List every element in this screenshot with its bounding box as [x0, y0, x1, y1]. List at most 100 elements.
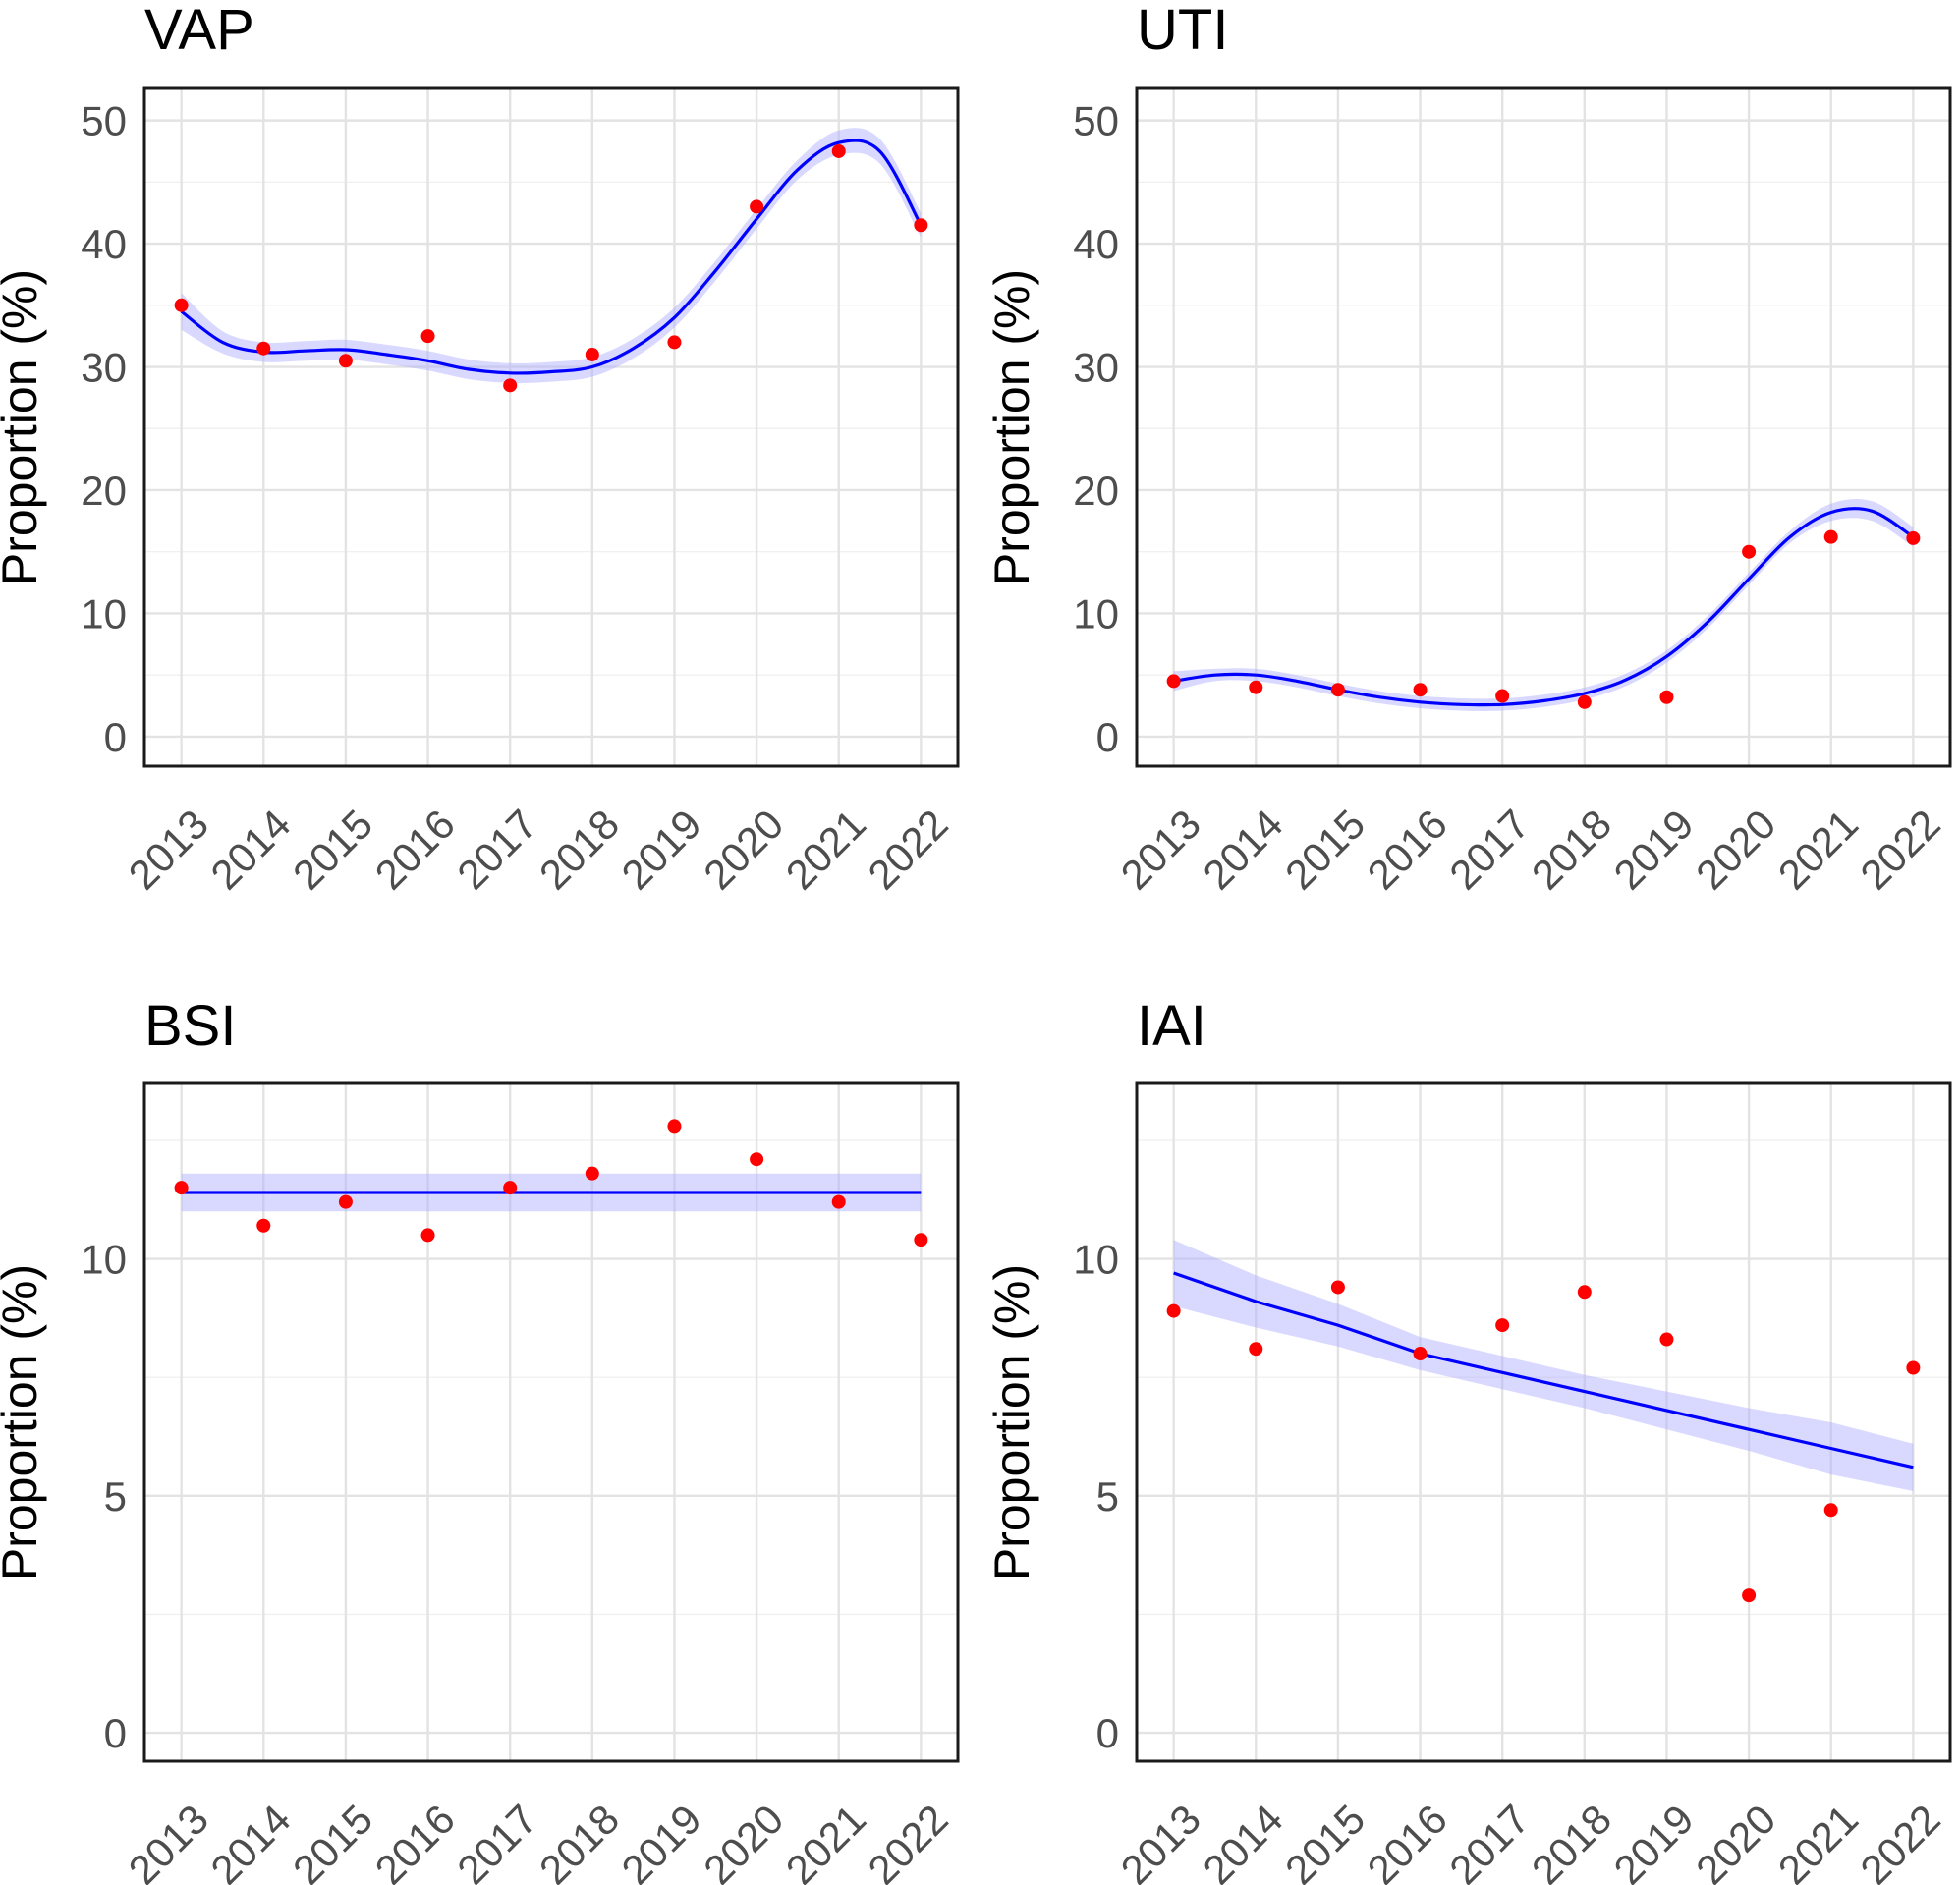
panel-title: IAI	[1137, 994, 1206, 1058]
panel-title: BSI	[144, 994, 237, 1058]
fit-line	[1173, 507, 1915, 707]
x-tick-label: 2018	[531, 801, 628, 898]
x-tick-label: 2013	[1112, 1796, 1209, 1885]
y-tick-label: 20	[1073, 468, 1119, 514]
panel-title: VAP	[144, 0, 254, 62]
x-tick-label: 2019	[1605, 801, 1703, 898]
x-tick-label: 2022	[1851, 1796, 1948, 1885]
data-point	[914, 218, 928, 233]
y-tick-label: 30	[1073, 345, 1119, 391]
data-point	[338, 354, 353, 368]
y-axis-title: Proportion (%)	[984, 269, 1039, 585]
fit-line	[1173, 1271, 1914, 1469]
data-point	[750, 1152, 764, 1167]
data-point	[256, 1218, 271, 1233]
x-tick-label: 2016	[1359, 1796, 1456, 1885]
plot-frame	[1135, 1081, 1952, 1763]
y-tick-label: 5	[1096, 1473, 1119, 1520]
data-point	[1577, 1285, 1592, 1300]
x-tick-label: 2019	[613, 1796, 710, 1885]
data-point	[1330, 683, 1345, 697]
data-point	[667, 1119, 682, 1134]
data-point	[1823, 529, 1838, 544]
data-point	[1823, 1503, 1838, 1518]
x-tick-label: 2013	[1112, 801, 1209, 898]
y-tick-label: 30	[81, 345, 127, 391]
y-axis-title: Proportion (%)	[0, 1264, 47, 1580]
y-tick-label: 0	[104, 714, 127, 760]
x-tick-label: 2014	[201, 801, 299, 898]
x-tick-label: 2020	[1687, 801, 1784, 898]
x-tick-label: 2014	[1194, 801, 1291, 898]
x-tick-label: 2014	[1194, 1796, 1291, 1885]
data-point	[1495, 1318, 1510, 1333]
plot-frame	[142, 1081, 960, 1763]
data-point	[667, 335, 682, 350]
data-point	[1166, 674, 1181, 689]
y-tick-label: 0	[1096, 1710, 1119, 1756]
x-tick-label: 2017	[448, 801, 545, 898]
y-axis-title: Proportion (%)	[0, 269, 47, 585]
x-tick-label: 2016	[1359, 801, 1456, 898]
data-point	[1742, 1588, 1757, 1603]
vap-panel: VAP Proportion (%) 0 10 20 30 40 50 201320142015…	[0, 0, 960, 898]
x-tick-label: 2021	[777, 801, 874, 898]
y-tick-label: 10	[81, 590, 127, 637]
y-tick-label: 5	[104, 1473, 127, 1520]
x-tick-label: 2020	[695, 1796, 792, 1885]
data-point	[831, 1194, 846, 1209]
x-tick-label: 2021	[1769, 1796, 1867, 1885]
x-tick-label: 2015	[284, 801, 381, 898]
x-tick-label: 2021	[1769, 801, 1867, 898]
x-tick-label: 2020	[695, 801, 792, 898]
x-tick-label: 2022	[859, 1796, 956, 1885]
confidence-band	[181, 128, 922, 383]
x-tick-label: 2017	[448, 1796, 545, 1885]
uti-panel: UTI Proportion (%) 0 10 20 30 40 50 201320142015…	[984, 0, 1952, 898]
data-point	[1659, 690, 1674, 704]
x-tick-label: 2019	[613, 801, 710, 898]
data-point	[1742, 544, 1757, 559]
data-point	[831, 143, 846, 158]
data-point	[1906, 1360, 1921, 1375]
x-tick-label: 2019	[1605, 1796, 1703, 1885]
data-point	[174, 1181, 189, 1195]
data-point	[1906, 530, 1921, 545]
data-point	[914, 1233, 928, 1247]
data-point	[1413, 1347, 1428, 1361]
y-tick-label: 50	[81, 98, 127, 144]
data-point	[1330, 1280, 1345, 1295]
x-tick-label: 2017	[1440, 801, 1538, 898]
x-tick-label: 2021	[777, 1796, 874, 1885]
x-tick-label: 2015	[1276, 1796, 1373, 1885]
x-tick-label: 2014	[201, 1796, 299, 1885]
x-tick-label: 2015	[284, 1796, 381, 1885]
data-point	[585, 347, 599, 361]
data-point	[1495, 689, 1510, 703]
x-tick-label: 2020	[1687, 1796, 1784, 1885]
y-tick-label: 10	[1073, 590, 1119, 637]
confidence-band	[1173, 1240, 1914, 1491]
data-point	[256, 341, 271, 356]
plot-frame	[1135, 86, 1952, 768]
y-tick-label: 50	[1073, 98, 1119, 144]
data-point	[174, 298, 189, 312]
data-point	[503, 378, 518, 393]
x-tick-label: 2015	[1276, 801, 1373, 898]
plot-frame	[142, 86, 960, 768]
y-tick-label: 10	[81, 1237, 127, 1283]
data-point	[1413, 683, 1428, 697]
data-point	[338, 1194, 353, 1209]
x-tick-label: 2018	[531, 1796, 628, 1885]
panel-title: UTI	[1137, 0, 1228, 62]
data-point	[1659, 1332, 1674, 1347]
y-tick-label: 10	[1073, 1237, 1119, 1283]
y-tick-label: 20	[81, 468, 127, 514]
y-tick-label: 0	[1096, 714, 1119, 760]
x-tick-label: 2022	[1851, 801, 1948, 898]
y-tick-label: 40	[1073, 221, 1119, 267]
data-point	[420, 329, 435, 344]
data-point	[1577, 694, 1592, 709]
x-tick-label: 2013	[120, 801, 217, 898]
